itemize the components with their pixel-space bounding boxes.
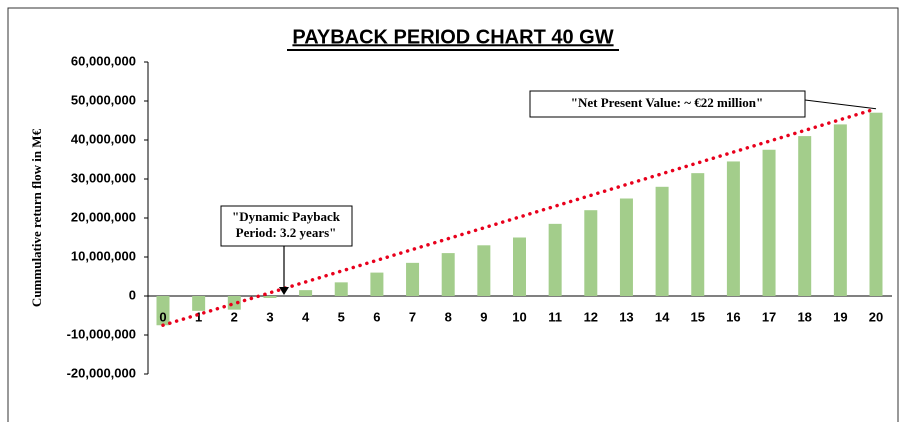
y-tick-label: 10,000,000: [71, 248, 136, 263]
bar: [691, 173, 705, 296]
x-tick-label: 7: [409, 309, 416, 324]
annotation: Period: 3.2 years": [236, 225, 337, 240]
callout-box: [529, 90, 806, 118]
x-tick-label: 15: [691, 309, 705, 324]
y-tick-label: 20,000,000: [71, 209, 136, 224]
x-tick-label: 18: [797, 309, 811, 324]
x-tick-label: 16: [726, 309, 740, 324]
bar: [762, 149, 776, 296]
x-tick-label: 1: [195, 309, 202, 324]
bar: [299, 290, 313, 296]
y-axis-label: Cummulative return flow in M€: [29, 128, 44, 307]
bar: [655, 186, 669, 296]
annotation: "Dynamic Payback: [232, 209, 341, 224]
bar: [441, 253, 455, 296]
bar: [192, 296, 206, 311]
bar: [869, 112, 883, 296]
x-tick-label: 3: [266, 309, 273, 324]
y-tick-label: 60,000,000: [71, 53, 136, 68]
bar: [833, 124, 847, 297]
x-tick-label: 6: [373, 309, 380, 324]
x-tick-label: 12: [584, 309, 598, 324]
x-tick-label: 8: [445, 309, 452, 324]
bar: [548, 223, 562, 296]
bar: [584, 210, 598, 296]
x-tick-label: 13: [619, 309, 633, 324]
chart-title: PAYBACK PERIOD CHART 40 GW: [292, 26, 613, 48]
x-tick-label: 5: [338, 309, 345, 324]
x-tick-label: 10: [512, 309, 526, 324]
bar: [406, 262, 420, 296]
bar: [477, 245, 491, 296]
bar: [619, 198, 633, 296]
y-tick-label: 30,000,000: [71, 170, 136, 185]
x-tick-label: 0: [159, 309, 166, 324]
y-tick-label: 50,000,000: [71, 92, 136, 107]
bar: [334, 282, 348, 296]
y-tick-label: 40,000,000: [71, 131, 136, 146]
x-tick-label: 20: [869, 309, 883, 324]
bar: [263, 296, 277, 298]
bar: [726, 161, 740, 296]
bar: [156, 296, 170, 326]
y-tick-label: -10,000,000: [67, 326, 136, 341]
y-tick-label: -20,000,000: [67, 365, 136, 380]
bar: [798, 136, 812, 296]
x-tick-label: 4: [302, 309, 310, 324]
chart-frame: [7, 7, 899, 422]
callout-line: [804, 99, 877, 110]
x-tick-label: 17: [762, 309, 776, 324]
bar: [370, 272, 384, 296]
x-tick-label: 2: [231, 309, 238, 324]
bar: [513, 237, 526, 296]
x-tick-label: 11: [548, 309, 562, 324]
x-tick-label: 14: [655, 309, 670, 324]
annotation: "Net Present Value: ~ €22 million": [571, 95, 763, 110]
x-tick-label: 9: [480, 309, 487, 324]
y-tick-label: 0: [129, 287, 136, 302]
arrow-head: [279, 287, 289, 295]
callout-box: [220, 205, 353, 247]
x-tick-label: 19: [833, 309, 847, 324]
